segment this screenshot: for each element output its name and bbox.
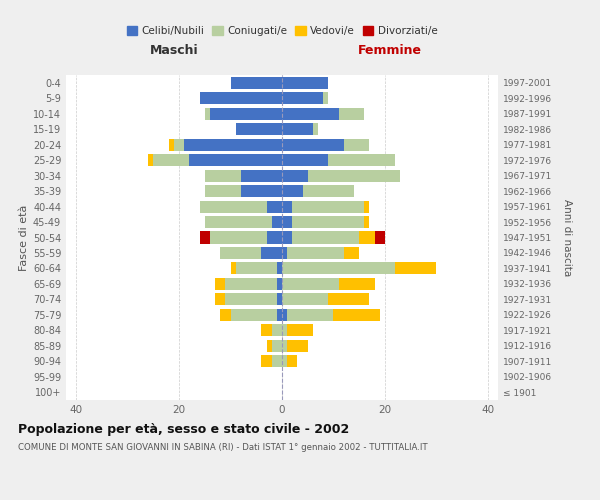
Bar bbox=[277, 309, 282, 321]
Text: COMUNE DI MONTE SAN GIOVANNI IN SABINA (RI) - Dati ISTAT 1° gennaio 2002 - TUTTI: COMUNE DI MONTE SAN GIOVANNI IN SABINA (… bbox=[18, 442, 428, 452]
Bar bbox=[169, 138, 174, 150]
Bar bbox=[277, 294, 282, 306]
Bar bbox=[272, 340, 282, 352]
Bar bbox=[359, 232, 374, 243]
Bar bbox=[205, 216, 272, 228]
Bar bbox=[272, 324, 282, 336]
Bar bbox=[282, 200, 292, 212]
Bar bbox=[230, 262, 236, 274]
Bar bbox=[282, 324, 287, 336]
Bar bbox=[282, 108, 338, 120]
Bar bbox=[292, 232, 359, 243]
Bar bbox=[230, 309, 277, 321]
Bar bbox=[184, 138, 282, 150]
Bar bbox=[287, 324, 313, 336]
Bar bbox=[266, 232, 282, 243]
Bar bbox=[210, 232, 266, 243]
Text: Maschi: Maschi bbox=[149, 44, 199, 58]
Bar bbox=[282, 278, 338, 290]
Bar bbox=[210, 108, 282, 120]
Bar bbox=[215, 294, 226, 306]
Bar bbox=[220, 247, 262, 259]
Bar bbox=[282, 340, 287, 352]
Bar bbox=[262, 247, 282, 259]
Bar bbox=[220, 309, 230, 321]
Bar bbox=[190, 154, 282, 166]
Bar bbox=[262, 356, 272, 368]
Bar bbox=[364, 216, 370, 228]
Bar bbox=[282, 247, 287, 259]
Bar bbox=[236, 123, 282, 135]
Bar bbox=[323, 92, 328, 104]
Bar bbox=[282, 232, 292, 243]
Bar bbox=[308, 170, 400, 181]
Bar bbox=[282, 309, 287, 321]
Bar bbox=[282, 92, 323, 104]
Bar bbox=[241, 185, 282, 197]
Bar bbox=[287, 247, 344, 259]
Bar bbox=[282, 216, 292, 228]
Bar bbox=[282, 170, 308, 181]
Bar bbox=[262, 324, 272, 336]
Bar bbox=[230, 76, 282, 89]
Bar bbox=[205, 170, 241, 181]
Bar bbox=[292, 216, 364, 228]
Bar bbox=[266, 200, 282, 212]
Bar bbox=[272, 356, 282, 368]
Legend: Celibi/Nubili, Coniugati/e, Vedovi/e, Divorziati/e: Celibi/Nubili, Coniugati/e, Vedovi/e, Di… bbox=[122, 22, 442, 40]
Bar bbox=[277, 278, 282, 290]
Bar bbox=[200, 200, 266, 212]
Bar bbox=[287, 340, 308, 352]
Bar bbox=[282, 356, 287, 368]
Bar bbox=[395, 262, 436, 274]
Bar bbox=[292, 200, 364, 212]
Bar bbox=[282, 262, 395, 274]
Bar bbox=[266, 340, 272, 352]
Bar bbox=[205, 185, 241, 197]
Bar bbox=[226, 278, 277, 290]
Bar bbox=[272, 216, 282, 228]
Bar bbox=[282, 154, 328, 166]
Bar bbox=[282, 123, 313, 135]
Text: Popolazione per età, sesso e stato civile - 2002: Popolazione per età, sesso e stato civil… bbox=[18, 422, 349, 436]
Bar bbox=[344, 138, 370, 150]
Bar bbox=[205, 108, 210, 120]
Bar bbox=[154, 154, 190, 166]
Bar bbox=[328, 154, 395, 166]
Bar bbox=[302, 185, 354, 197]
Bar bbox=[338, 278, 374, 290]
Bar bbox=[215, 278, 226, 290]
Bar bbox=[282, 76, 328, 89]
Bar bbox=[344, 247, 359, 259]
Bar bbox=[236, 262, 277, 274]
Bar bbox=[374, 232, 385, 243]
Bar bbox=[287, 309, 334, 321]
Bar bbox=[200, 92, 282, 104]
Bar bbox=[174, 138, 184, 150]
Bar bbox=[282, 138, 344, 150]
Bar bbox=[200, 232, 210, 243]
Bar bbox=[282, 294, 328, 306]
Bar bbox=[313, 123, 318, 135]
Bar bbox=[277, 262, 282, 274]
Bar bbox=[328, 294, 370, 306]
Bar bbox=[241, 170, 282, 181]
Bar bbox=[338, 108, 364, 120]
Bar bbox=[148, 154, 154, 166]
Bar bbox=[364, 200, 370, 212]
Bar bbox=[287, 356, 298, 368]
Y-axis label: Fasce di età: Fasce di età bbox=[19, 204, 29, 270]
Y-axis label: Anni di nascita: Anni di nascita bbox=[562, 199, 572, 276]
Bar bbox=[334, 309, 380, 321]
Bar bbox=[282, 185, 302, 197]
Text: Femmine: Femmine bbox=[358, 44, 422, 58]
Bar bbox=[226, 294, 277, 306]
